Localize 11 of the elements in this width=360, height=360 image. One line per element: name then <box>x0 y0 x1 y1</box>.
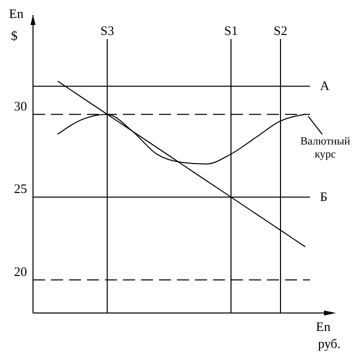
x-axis-title: En руб. <box>316 319 341 351</box>
x-tick-label: S3 <box>100 23 114 38</box>
y-tick-label: 30 <box>14 98 27 114</box>
x-tick-label: S1 <box>224 23 238 38</box>
y-tick-label: 25 <box>14 181 27 196</box>
legend-label: Валютный курс <box>300 135 350 160</box>
y-tick-label: 20 <box>14 264 27 279</box>
y-axis-title: En $ <box>9 6 24 43</box>
x-tick-label: S2 <box>274 23 288 38</box>
ref-line-label: А <box>320 78 330 94</box>
ref-line-label: Б <box>320 189 328 204</box>
